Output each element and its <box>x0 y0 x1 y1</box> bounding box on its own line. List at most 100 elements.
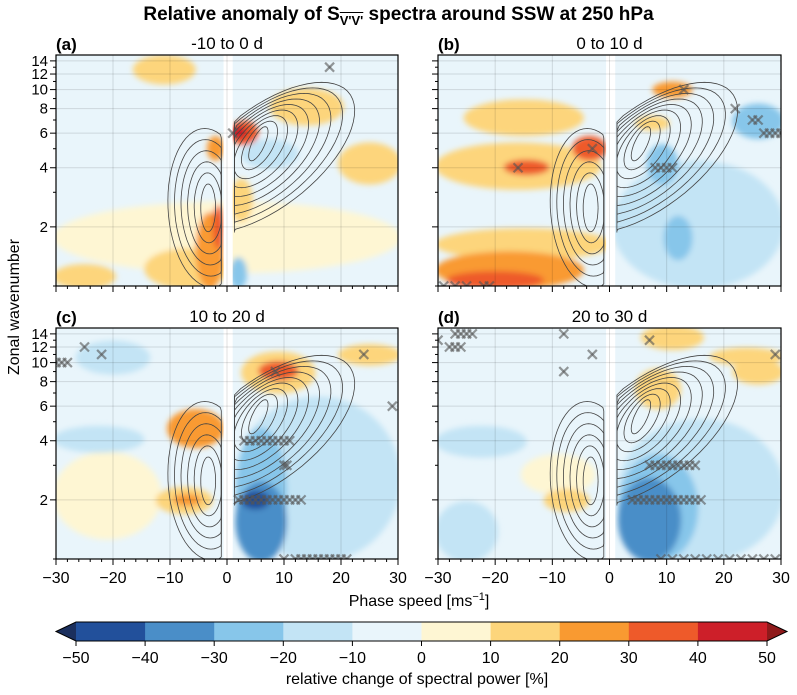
contour-line <box>167 128 222 286</box>
significance-cross <box>735 553 747 559</box>
colorbar-segment <box>283 622 353 641</box>
significance-cross <box>655 553 667 559</box>
contour-line <box>582 456 599 506</box>
contour-line <box>167 401 222 559</box>
y-tick-label: 2 <box>40 492 48 509</box>
contour-line <box>234 388 288 453</box>
anomaly-region <box>229 257 248 286</box>
y-tick-label: 10 <box>31 82 48 99</box>
contour-line <box>187 161 222 255</box>
contour-line <box>234 115 288 180</box>
colorbar-extend-low <box>56 622 76 641</box>
anomaly-region <box>617 477 682 559</box>
panel-title: 0 to 10 d <box>576 34 642 53</box>
contour-line <box>187 434 222 528</box>
masked-band <box>606 55 616 286</box>
colorbar-tick-label: −50 <box>62 650 89 667</box>
x-tick-label: 0 <box>223 570 232 587</box>
x-tick-label: 20 <box>715 570 733 587</box>
x-tick-label: −20 <box>482 570 509 587</box>
significance-cross <box>689 460 701 471</box>
anomaly-region <box>438 425 527 458</box>
title-suffix: spectra around SSW at 250 hPa <box>363 4 654 25</box>
anomaly-region <box>56 263 116 286</box>
y-tick-label: 12 <box>31 339 48 356</box>
significance-cross <box>712 553 724 559</box>
y-tick-label: 2 <box>40 219 48 236</box>
anomaly-region <box>635 115 670 131</box>
title-subscript: V'V' <box>339 13 364 28</box>
significance-cross <box>729 103 741 114</box>
significance-cross <box>227 127 238 139</box>
anomaly-region <box>612 160 781 286</box>
x-tick-label: 20 <box>332 570 350 587</box>
significance-cross <box>270 366 281 377</box>
contour-line <box>569 161 605 255</box>
title-prefix: Relative anomaly of S <box>143 4 340 25</box>
significance-cross <box>724 553 735 559</box>
significance-cross <box>747 553 758 559</box>
contour-line <box>576 172 605 244</box>
significance-cross <box>701 553 712 559</box>
significance-cross <box>484 280 495 286</box>
panel-d: −30 −20 −10 0 10 20 30 (d) 20 to 30 d <box>424 307 790 587</box>
x-tick-label: 10 <box>658 570 676 587</box>
colorbar-tick-label: 50 <box>758 650 776 667</box>
significance-cross <box>62 357 73 368</box>
contour-line <box>549 128 605 286</box>
anomaly-region <box>56 451 162 540</box>
colorbar-tick-label: −20 <box>270 650 297 667</box>
panel-letter: (a) <box>56 35 77 54</box>
significance-cross <box>587 349 598 360</box>
contour-line <box>193 445 222 517</box>
colorbar-segment <box>490 622 561 641</box>
anomaly-region <box>75 340 151 375</box>
x-axis-label: Phase speed [ms−1] <box>349 591 490 610</box>
significance-cross <box>558 328 570 340</box>
colorbar-segment <box>559 622 630 641</box>
contour-line <box>200 456 216 506</box>
panel-title: 10 to 20 d <box>189 307 265 326</box>
y-tick-label: 6 <box>40 398 48 415</box>
contour-line <box>193 172 222 244</box>
significance-cross <box>449 280 461 286</box>
colorbar-tick-label: 0 <box>417 650 426 667</box>
x-tick-label: 10 <box>275 570 293 587</box>
x-tick-label: −30 <box>424 570 451 587</box>
colorbar-segment <box>628 622 699 641</box>
contour-line <box>200 183 216 233</box>
contour-line <box>630 126 651 162</box>
significance-cross <box>678 553 690 559</box>
contour-line <box>623 393 661 444</box>
contour-line <box>623 120 661 171</box>
anomaly-region <box>258 361 299 381</box>
significance-cross <box>695 494 707 506</box>
x-tick-label: −10 <box>156 570 183 587</box>
significance-cross <box>667 553 678 559</box>
significance-cross <box>341 553 352 559</box>
contour-line <box>234 354 356 506</box>
anomaly-region <box>463 99 584 137</box>
y-tick-label: 8 <box>40 101 48 118</box>
colorbar-segment <box>421 622 492 641</box>
x-tick-label: −10 <box>539 570 566 587</box>
colorbar-tick-label: −10 <box>339 650 366 667</box>
colorbar-segment <box>76 622 146 641</box>
x-tick-label: 0 <box>605 570 614 587</box>
contour-line <box>248 399 269 435</box>
panel-b: (b) 0 to 10 d <box>432 34 782 292</box>
colorbar-segment <box>697 622 768 641</box>
contour-line <box>616 388 671 453</box>
masked-band <box>223 55 233 286</box>
anomaly-region <box>640 328 704 351</box>
significance-cross <box>295 494 307 506</box>
significance-cross <box>358 349 370 360</box>
anomaly-region <box>206 136 225 161</box>
contour-line <box>582 183 599 233</box>
masked-band <box>223 328 233 559</box>
y-tick-label: 12 <box>31 66 48 83</box>
colorbar-segment <box>145 622 215 641</box>
panel-title: 20 to 30 d <box>572 307 648 326</box>
